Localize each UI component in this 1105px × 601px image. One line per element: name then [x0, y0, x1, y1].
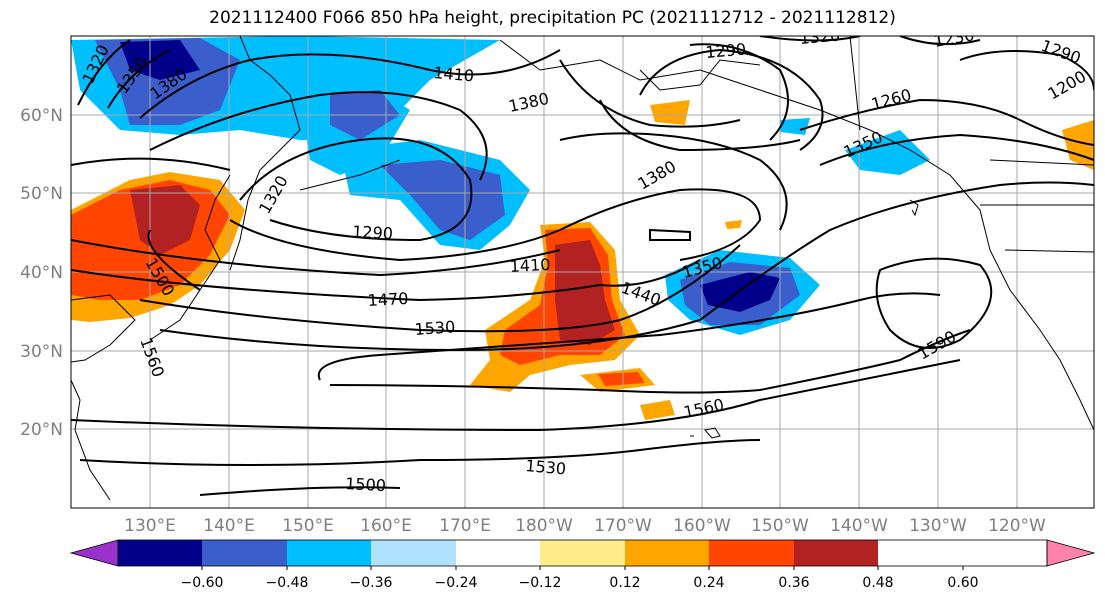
colorbar: −0.60 −0.48 −0.36 −0.24 −0.12 0.12 0.24 … [69, 539, 1096, 591]
colorbar-segment [287, 540, 371, 566]
lat-label: 30°N [20, 342, 63, 362]
colorbar-tick-label: 0.12 [609, 575, 640, 591]
gridlines [71, 36, 1094, 508]
lon-label: 150°W [751, 516, 809, 536]
colorbar-left-extension [69, 539, 119, 567]
colorbar-segment [202, 540, 287, 566]
lon-label: 130°E [124, 516, 176, 536]
colorbar-tick-label: 0.60 [947, 575, 978, 591]
colorbar-tick-label: 0.36 [778, 575, 809, 591]
colorbar-tick-label: −0.60 [181, 575, 224, 591]
coastlines [71, 36, 1094, 501]
colorbar-segment [118, 540, 202, 566]
lon-label: 150°E [282, 516, 334, 536]
lon-label: 120°W [988, 516, 1046, 536]
height-contours [71, 36, 1094, 496]
colorbar-segment [540, 540, 625, 566]
lon-label: 140°E [203, 516, 255, 536]
lon-label: 170°E [439, 516, 491, 536]
latitude-labels: 60°N 50°N 40°N 30°N 20°N [20, 106, 63, 440]
colorbar-segment [371, 540, 456, 566]
lat-label: 20°N [20, 420, 63, 440]
colorbar-tick-label: 0.48 [862, 575, 893, 591]
lon-label: 160°E [360, 516, 412, 536]
colorbar-ticks [201, 566, 964, 570]
contour-label: 1290 [705, 40, 747, 62]
contour-label: 1470 [367, 289, 409, 310]
colorbar-segment [625, 540, 709, 566]
longitude-labels: 130°E 140°E 150°E 160°E 170°E 180°W 170°… [124, 516, 1046, 536]
plot-frame [70, 35, 1095, 509]
colorbar-tick-label: −0.48 [266, 575, 309, 591]
contour-label: 1530 [525, 456, 567, 478]
contour-label: 1410 [509, 255, 551, 276]
colorbar-right-extension [1046, 539, 1096, 567]
colorbar-tick-label: −0.24 [435, 575, 478, 591]
lat-label: 60°N [20, 106, 63, 126]
contour-label: 1320 [799, 26, 841, 48]
contour-label: 1500 [345, 474, 387, 495]
contour-label: 1530 [414, 317, 456, 339]
lon-label: 180°W [515, 516, 573, 536]
lon-label: 140°W [830, 516, 888, 536]
colorbar-tick-label: 0.24 [693, 575, 724, 591]
colorbar-tick-label: −0.12 [519, 575, 562, 591]
lon-label: 160°W [673, 516, 731, 536]
colorbar-segment [709, 540, 794, 566]
lon-label: 130°W [909, 516, 967, 536]
colorbar-segment [794, 540, 878, 566]
lon-label: 170°W [594, 516, 652, 536]
map-title: 2021112400 F066 850 hPa height, precipit… [209, 8, 896, 28]
contour-label: 1410 [433, 63, 475, 85]
colorbar-segment [456, 540, 540, 566]
contour-label: 1290 [352, 222, 394, 243]
lat-label: 50°N [20, 184, 63, 204]
colorbar-tick-label: −0.36 [350, 575, 393, 591]
lat-label: 40°N [20, 263, 63, 283]
